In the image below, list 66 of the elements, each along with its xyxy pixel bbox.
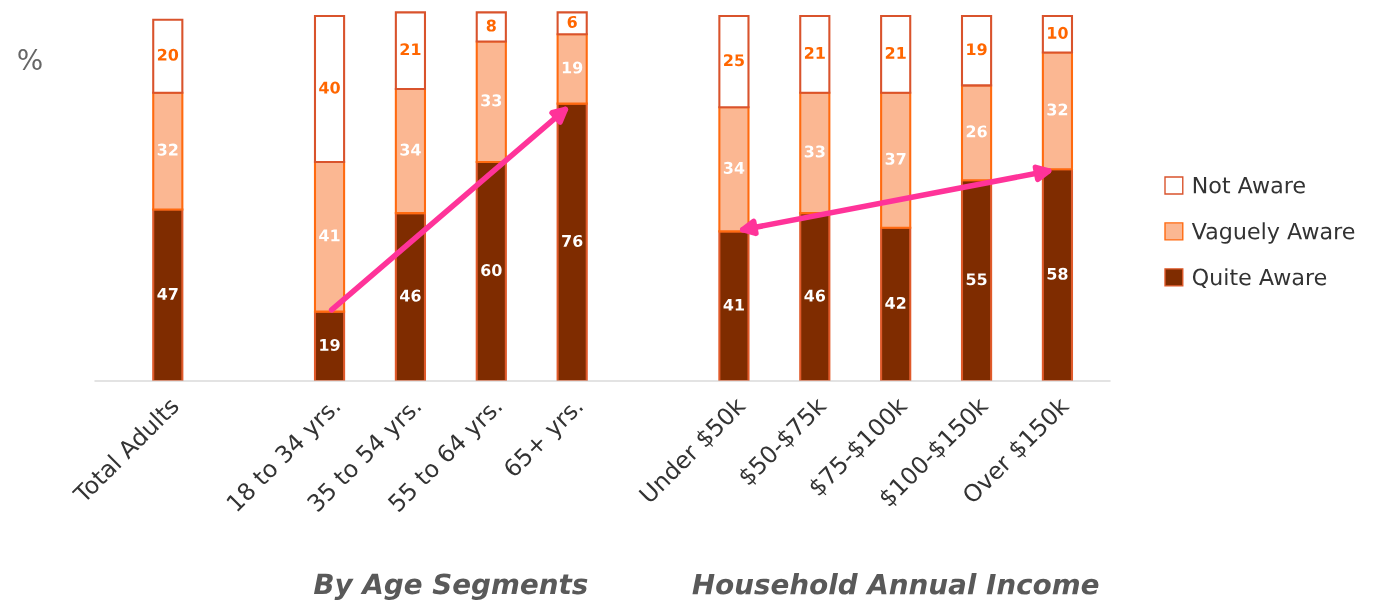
bar [880, 226, 912, 381]
y-axis-title: % [18, 49, 42, 71]
data-label: 46 [804, 289, 826, 302]
bar [960, 179, 993, 381]
bar [152, 91, 184, 211]
bar [1041, 168, 1074, 381]
data-label: 20 [157, 48, 179, 61]
data-label: 33 [804, 145, 825, 158]
bar [556, 102, 588, 381]
data-label: 60 [481, 264, 502, 277]
legend-label: Quite Aware [1192, 268, 1327, 288]
bar [718, 106, 750, 233]
bar [394, 11, 427, 91]
data-label: 21 [885, 46, 906, 59]
data-label: 34 [723, 161, 745, 174]
legend-label: Vaguely Aware [1191, 222, 1355, 244]
data-label: 25 [724, 54, 744, 67]
data-label: 47 [157, 287, 178, 300]
bar [152, 18, 184, 94]
data-label: 55 [966, 273, 987, 286]
bar [718, 230, 750, 381]
bar [313, 14, 346, 164]
data-label: 10 [1048, 26, 1068, 39]
bar [960, 84, 993, 182]
bar [313, 160, 346, 313]
text: By Age Segments [313, 573, 588, 600]
data-label: 19 [562, 61, 583, 74]
bar [880, 91, 912, 229]
data-label: 26 [966, 125, 987, 138]
data-label: 21 [400, 43, 421, 56]
bar [1041, 51, 1074, 171]
bar [475, 40, 507, 164]
data-label: 41 [319, 229, 340, 242]
data-label: 21 [804, 46, 825, 59]
bar [475, 11, 507, 43]
data-label: 32 [1047, 103, 1068, 116]
data-label: 76 [562, 234, 583, 247]
data-label: 8 [486, 19, 496, 32]
bar [799, 212, 831, 381]
data-label: 41 [723, 298, 744, 311]
data-label: 42 [885, 296, 906, 309]
legend-label: Not Aware [1193, 176, 1305, 194]
data-label: 32 [157, 143, 178, 156]
bar [394, 212, 427, 381]
data-label: 19 [320, 338, 340, 351]
bar [718, 14, 750, 109]
bar [556, 33, 588, 105]
bar [475, 160, 507, 381]
bar [960, 14, 993, 87]
x-tick-label: 65+ yrs. [502, 396, 587, 482]
data-label: 58 [1047, 267, 1068, 280]
data-label: 33 [481, 94, 502, 107]
bar [394, 87, 427, 215]
text: Household Annual Income [692, 573, 1099, 595]
bar [799, 14, 831, 94]
bar [880, 14, 912, 94]
bar [152, 208, 184, 381]
data-label: 34 [400, 143, 421, 156]
data-label: 40 [319, 81, 340, 94]
data-label: 19 [967, 43, 987, 56]
data-label: 37 [885, 152, 906, 165]
bar [1041, 14, 1074, 54]
data-label: 6 [567, 15, 577, 28]
bar [799, 91, 831, 215]
bar [556, 11, 588, 36]
data-label: 46 [400, 289, 421, 302]
